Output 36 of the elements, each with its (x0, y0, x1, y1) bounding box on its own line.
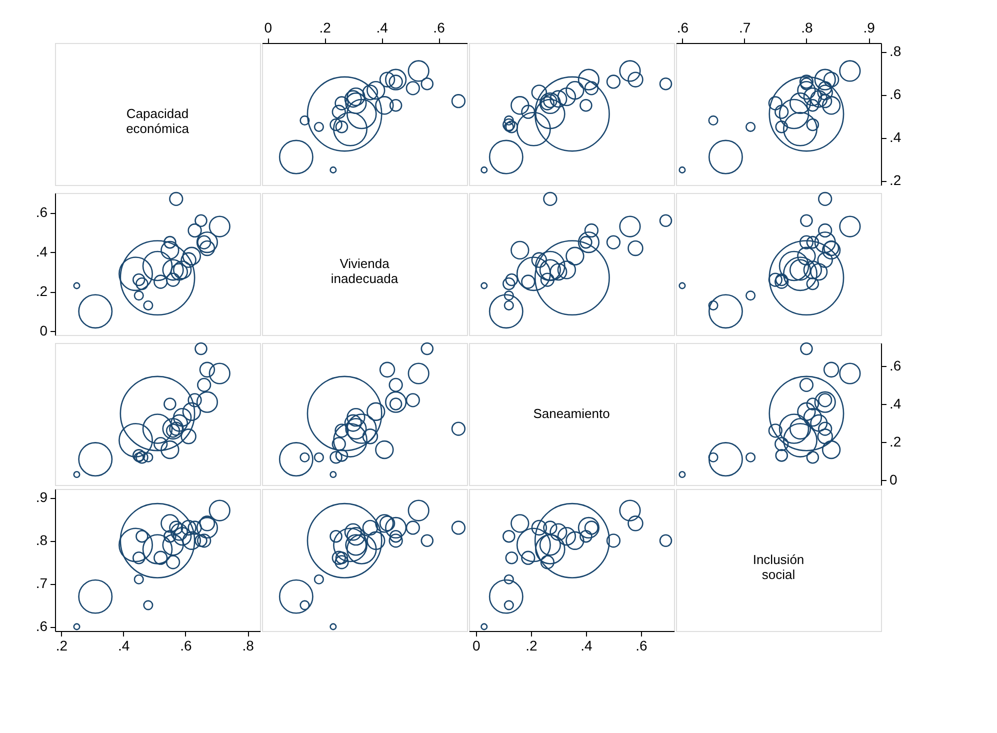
y-tick-label: .6 (890, 357, 902, 374)
x-tick-label: 0 (472, 638, 480, 654)
x-tick-label: .8 (801, 20, 813, 36)
text: Vivienda inadecuada (330, 256, 399, 286)
x-tick-label: .4 (376, 20, 388, 36)
y-tick-label: .4 (890, 129, 902, 146)
y-tick-label: .6 (890, 86, 902, 102)
x-tick-label: .4 (580, 638, 592, 654)
y-tick-label: .6 (36, 204, 48, 220)
y-tick-label: .4 (890, 395, 902, 412)
y-tick-label: .6 (36, 618, 48, 634)
text: Saneamiento (533, 406, 610, 421)
y-tick-label: 0 (40, 322, 48, 339)
x-tick-label: .9 (863, 20, 876, 36)
x-tick-label: .7 (738, 20, 751, 36)
x-tick-label: .6 (433, 20, 446, 36)
y-tick-label: .7 (36, 575, 48, 592)
x-tick-label: 0 (264, 20, 272, 36)
x-tick-label: .6 (676, 20, 689, 36)
x-tick-label: .2 (56, 638, 68, 654)
text: Inclusión social (752, 552, 804, 582)
x-tick-label: .4 (118, 638, 130, 654)
y-tick-label: .9 (36, 489, 48, 506)
x-tick-label: .2 (319, 20, 332, 36)
y-tick-label: .2 (890, 434, 902, 450)
y-tick-label: .8 (890, 43, 902, 60)
text: Capacidad económica (126, 106, 190, 136)
x-tick-label: .8 (242, 638, 254, 654)
x-tick-label: .6 (180, 638, 192, 654)
x-tick-label: .2 (526, 638, 538, 654)
y-tick-label: .4 (36, 244, 48, 260)
y-tick-label: .2 (890, 172, 902, 188)
y-tick-label: .2 (36, 283, 48, 300)
x-tick-label: .6 (636, 638, 648, 654)
y-tick-label: 0 (890, 472, 898, 488)
y-tick-label: .8 (36, 532, 48, 548)
